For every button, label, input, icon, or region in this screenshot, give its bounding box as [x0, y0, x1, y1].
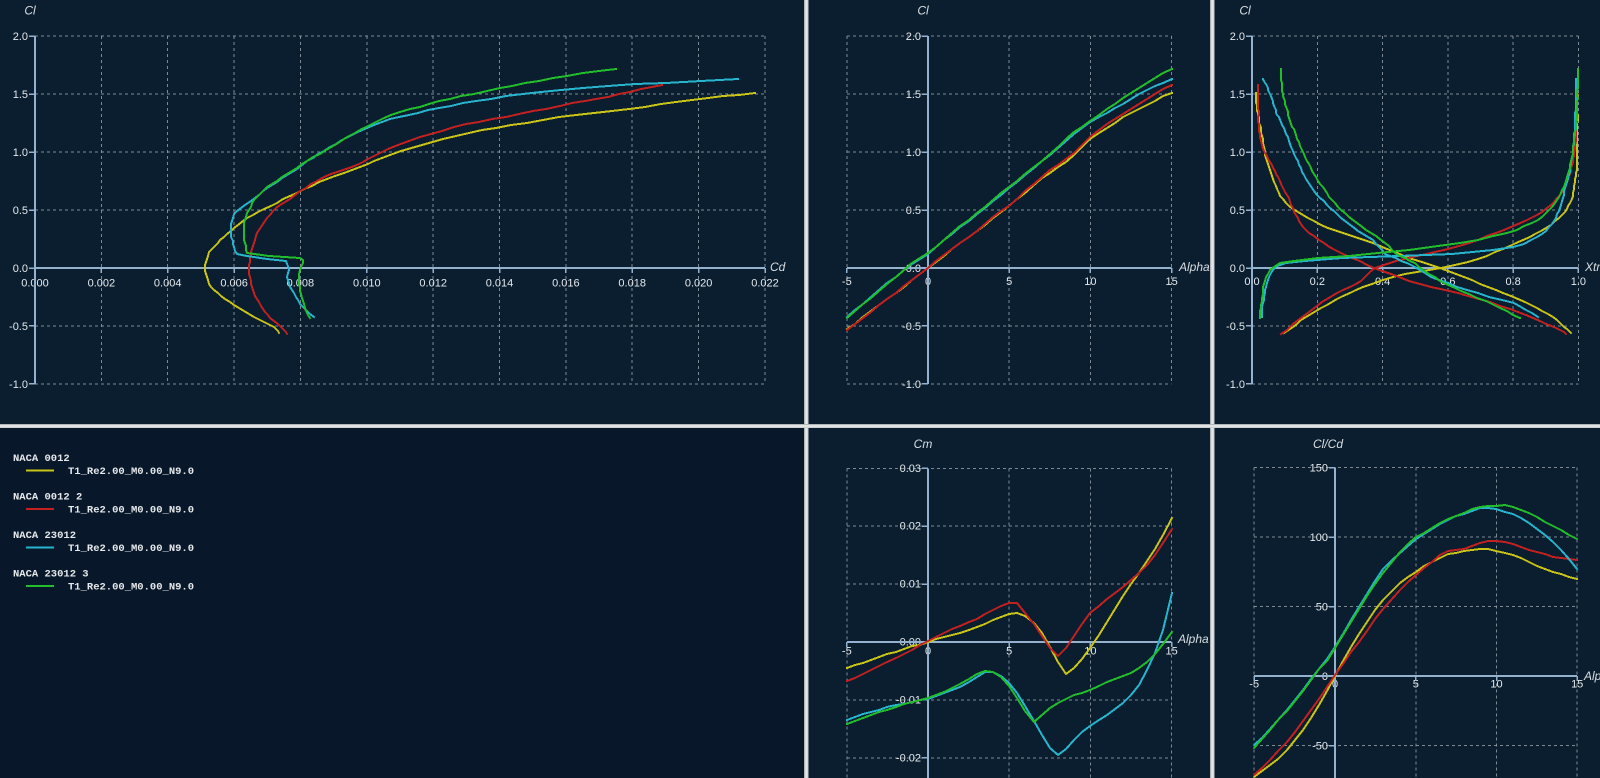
svg-text:Alpha: Alpha	[1583, 669, 1600, 683]
svg-text:T1_Re2.00_M0.00_N9.0: T1_Re2.00_M0.00_N9.0	[68, 466, 194, 478]
svg-text:1.0: 1.0	[906, 147, 921, 159]
svg-text:0.8: 0.8	[1505, 276, 1520, 288]
svg-text:0.0: 0.0	[13, 263, 28, 275]
svg-text:1.0: 1.0	[1571, 276, 1586, 288]
svg-text:-50: -50	[1312, 741, 1328, 753]
svg-text:10: 10	[1084, 276, 1096, 288]
svg-text:Cl: Cl	[917, 4, 929, 18]
svg-text:50: 50	[1316, 602, 1328, 614]
svg-text:NACA 0012 2: NACA 0012 2	[13, 492, 82, 504]
svg-text:NACA 0012: NACA 0012	[13, 453, 70, 465]
svg-text:Cl: Cl	[24, 4, 36, 18]
svg-text:0.03: 0.03	[900, 463, 921, 475]
svg-text:Cm: Cm	[914, 437, 933, 451]
svg-text:-1.0: -1.0	[1226, 379, 1245, 391]
svg-text:-1.0: -1.0	[902, 379, 921, 391]
svg-text:Cl/Cd: Cl/Cd	[1313, 437, 1343, 451]
svg-text:-5: -5	[842, 646, 852, 658]
svg-text:0.002: 0.002	[88, 278, 116, 290]
svg-text:Alpha: Alpha	[1178, 260, 1210, 274]
svg-text:5: 5	[1006, 276, 1012, 288]
svg-text:10: 10	[1084, 646, 1096, 658]
svg-text:0.006: 0.006	[220, 278, 248, 290]
svg-text:150: 150	[1310, 463, 1328, 475]
svg-text:-0.5: -0.5	[1226, 321, 1245, 333]
svg-text:1.5: 1.5	[13, 89, 28, 101]
svg-text:0.012: 0.012	[419, 278, 447, 290]
svg-text:0.2: 0.2	[1310, 276, 1325, 288]
svg-text:-0.02: -0.02	[896, 752, 921, 764]
svg-text:0.016: 0.016	[552, 278, 580, 290]
svg-text:0.5: 0.5	[13, 205, 28, 217]
svg-text:0.022: 0.022	[751, 278, 779, 290]
svg-text:0.0: 0.0	[1230, 263, 1245, 275]
svg-text:2.0: 2.0	[13, 31, 28, 43]
svg-text:0.018: 0.018	[618, 278, 646, 290]
svg-text:NACA 23012: NACA 23012	[13, 530, 76, 542]
svg-text:5: 5	[1006, 646, 1012, 658]
svg-text:0.004: 0.004	[154, 278, 182, 290]
svg-text:15: 15	[1165, 646, 1177, 658]
svg-text:-1.0: -1.0	[9, 379, 28, 391]
svg-text:T1_Re2.00_M0.00_N9.0: T1_Re2.00_M0.00_N9.0	[68, 582, 194, 594]
svg-text:1.5: 1.5	[906, 89, 921, 101]
svg-text:15: 15	[1165, 276, 1177, 288]
svg-text:-0.5: -0.5	[9, 321, 28, 333]
svg-text:Alpha: Alpha	[1177, 632, 1209, 646]
svg-text:-0.5: -0.5	[902, 321, 921, 333]
svg-text:T1_Re2.00_M0.00_N9.0: T1_Re2.00_M0.00_N9.0	[68, 543, 194, 555]
svg-text:0.5: 0.5	[906, 205, 921, 217]
svg-text:0.02: 0.02	[900, 521, 921, 533]
svg-text:0.020: 0.020	[685, 278, 713, 290]
svg-text:0.008: 0.008	[287, 278, 315, 290]
svg-text:1.0: 1.0	[13, 147, 28, 159]
svg-text:-5: -5	[1249, 679, 1259, 691]
svg-text:1.0: 1.0	[1230, 147, 1245, 159]
svg-text:2.0: 2.0	[906, 31, 921, 43]
svg-text:0.010: 0.010	[353, 278, 381, 290]
svg-text:T1_Re2.00_M0.00_N9.0: T1_Re2.00_M0.00_N9.0	[68, 505, 194, 517]
svg-text:0.014: 0.014	[486, 278, 514, 290]
svg-text:2.0: 2.0	[1230, 31, 1245, 43]
svg-text:100: 100	[1310, 532, 1328, 544]
svg-text:NACA 23012 3: NACA 23012 3	[13, 569, 89, 581]
svg-text:10: 10	[1490, 679, 1502, 691]
svg-text:1.5: 1.5	[1230, 89, 1245, 101]
svg-text:Cl: Cl	[1239, 4, 1251, 18]
svg-text:Xtr: Xtr	[1584, 260, 1600, 274]
svg-text:5: 5	[1413, 679, 1419, 691]
svg-text:-5: -5	[842, 276, 852, 288]
svg-text:15: 15	[1571, 679, 1583, 691]
svg-text:Cd: Cd	[770, 260, 786, 274]
svg-text:0.01: 0.01	[900, 579, 921, 591]
svg-text:0.5: 0.5	[1230, 205, 1245, 217]
